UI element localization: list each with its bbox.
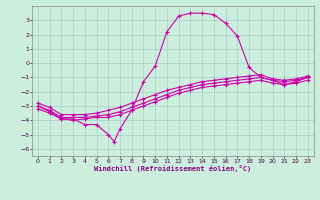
X-axis label: Windchill (Refroidissement éolien,°C): Windchill (Refroidissement éolien,°C) <box>94 165 252 172</box>
